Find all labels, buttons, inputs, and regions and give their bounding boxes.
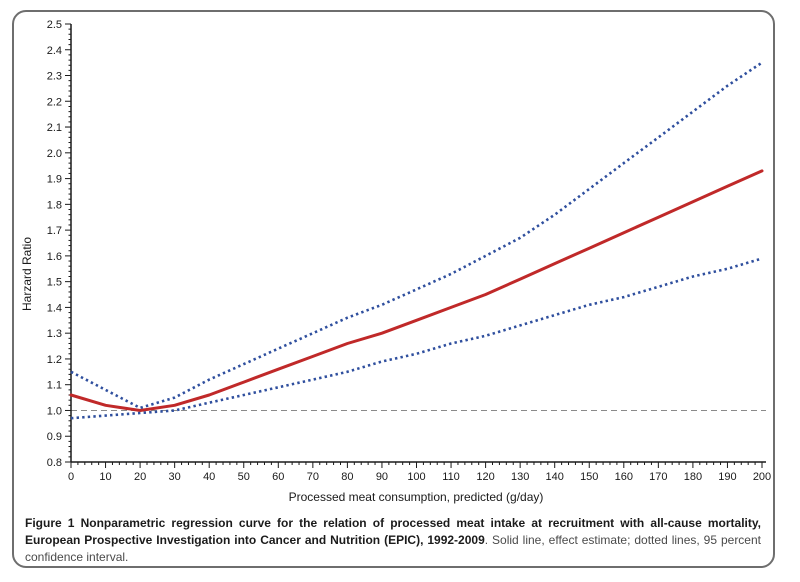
x-tick-label: 190 [718,471,736,483]
x-tick-label: 70 [307,471,319,483]
x-tick-label: 100 [407,471,425,483]
y-tick-label: 1.3 [47,328,62,340]
caption-description: . Solid line, effect estimate; dotted li… [25,533,761,565]
y-tick-label: 1.7 [47,225,62,237]
x-tick-label: 130 [511,471,529,483]
x-tick-label: 170 [649,471,667,483]
y-tick-label: 0.8 [47,457,62,469]
x-tick-label: 140 [546,471,564,483]
y-tick-label: 1.2 [47,354,62,366]
x-tick-label: 110 [442,471,460,483]
x-tick-label: 150 [580,471,598,483]
x-tick-label: 30 [169,471,181,483]
ci-upper-line [70,61,763,410]
x-tick-label: 90 [376,471,388,483]
y-tick-label: 2.1 [47,122,62,134]
y-tick-label: 1.1 [47,380,62,392]
figure-caption: Figure 1 Nonparametric regression curve … [14,510,773,566]
x-tick-label: 120 [476,471,494,483]
y-tick-label: 2.3 [47,71,62,83]
x-tick-label: 0 [68,471,74,483]
y-tick-label: 2.5 [47,19,62,31]
x-tick-label: 40 [203,471,215,483]
y-tick-label: 2.4 [47,45,62,57]
x-tick-label: 10 [99,471,111,483]
chart: 0.8 0.9 1.0 1.1 1.2 1.3 1.4 1.5 1.6 1.7 1.8 1.9 2.0 2… [14,12,773,510]
x-tick-label: 20 [134,471,146,483]
y-tick-label: 0.9 [47,431,62,443]
effect-estimate-line [69,169,764,412]
x-axis-title: Processed meat consumption, predicted (g… [289,490,544,504]
y-tick-label: 1.0 [47,405,62,417]
x-tick-label: 50 [238,471,250,483]
y-tick-label: 1.8 [47,199,62,211]
ci-lower-line [70,257,763,420]
y-tick-label: 2.0 [47,148,62,160]
figure-panel: 0.8 0.9 1.0 1.1 1.2 1.3 1.4 1.5 1.6 1.7 1.8 1.9 2.0 2… [12,10,775,568]
x-tick-label: 80 [341,471,353,483]
x-tick-label: 200 [753,471,771,483]
y-tick-label: 1.6 [47,251,62,263]
y-tick-label: 1.9 [47,174,62,186]
y-tick-label: 1.5 [47,277,62,289]
y-tick-label: 1.4 [47,302,62,314]
regression-chart: 0.8 0.9 1.0 1.1 1.2 1.3 1.4 1.5 1.6 1.7 1.8 1.9 2.0 2… [20,19,771,504]
x-tick-label: 60 [272,471,284,483]
y-axis-title: Harzard Ratio [20,237,34,311]
x-tick-label: 160 [615,471,633,483]
caption-title: Figure 1 Nonparametric regression curve … [25,516,761,548]
x-tick-label: 180 [684,471,702,483]
y-tick-label: 2.2 [47,96,62,108]
